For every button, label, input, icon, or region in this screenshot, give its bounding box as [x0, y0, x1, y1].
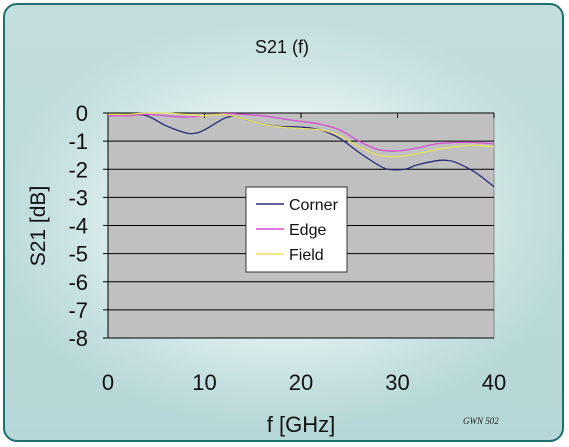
x-tick-label: 40 [482, 370, 506, 395]
y-tick-labels: 0 -1 -2 -3 -4 -5 -6 -7 -8 [68, 101, 88, 351]
series-lines [107, 112, 495, 188]
axis-ticks [103, 112, 495, 339]
gridlines [108, 112, 494, 339]
y-axis-label: S21 [dB] [27, 186, 50, 267]
chart-title: S21 (f) [255, 37, 309, 57]
legend-label-field: Field [289, 247, 324, 264]
legend-label-edge: Edge [289, 222, 326, 239]
y-tick-label: -2 [68, 157, 88, 182]
y-tick-label: -8 [68, 326, 88, 351]
legend-label-corner: Corner [289, 197, 339, 214]
y-tick-label: -5 [68, 242, 88, 267]
x-tick-label: 30 [385, 370, 409, 395]
x-tick-labels: 0 10 20 30 40 [102, 370, 506, 395]
series-line-field [107, 112, 495, 158]
annotation-label: GWN 502 [463, 416, 499, 426]
x-tick-label: 10 [192, 370, 216, 395]
x-axis-label: f [GHz] [267, 412, 335, 437]
y-tick-label: -6 [68, 270, 88, 295]
y-tick-label: -1 [68, 129, 88, 154]
x-tick-label: 20 [289, 370, 313, 395]
legend: Corner Edge Field [245, 186, 348, 273]
series-line-corner [107, 113, 495, 188]
y-tick-label: 0 [76, 101, 88, 126]
y-tick-label: -7 [68, 298, 88, 323]
y-tick-label: -3 [68, 185, 88, 210]
y-tick-label: -4 [68, 214, 88, 239]
x-tick-label: 0 [102, 370, 114, 395]
series-line-edge [107, 112, 495, 152]
